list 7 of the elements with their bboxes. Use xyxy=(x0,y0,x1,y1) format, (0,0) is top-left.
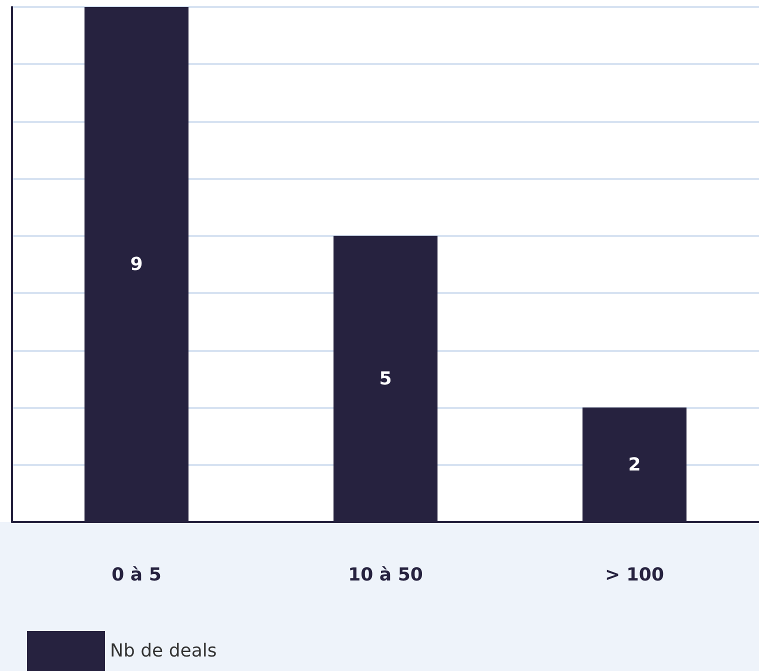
data-label: 2 xyxy=(628,454,641,476)
data-label: 5 xyxy=(379,368,392,390)
x-tick-label: > 100 xyxy=(605,564,664,586)
data-label: 9 xyxy=(130,254,143,275)
x-tick-label: 10 à 50 xyxy=(348,564,423,586)
x-tick-label: 0 à 5 xyxy=(112,564,162,586)
legend-label: Nb de deals xyxy=(110,640,217,662)
